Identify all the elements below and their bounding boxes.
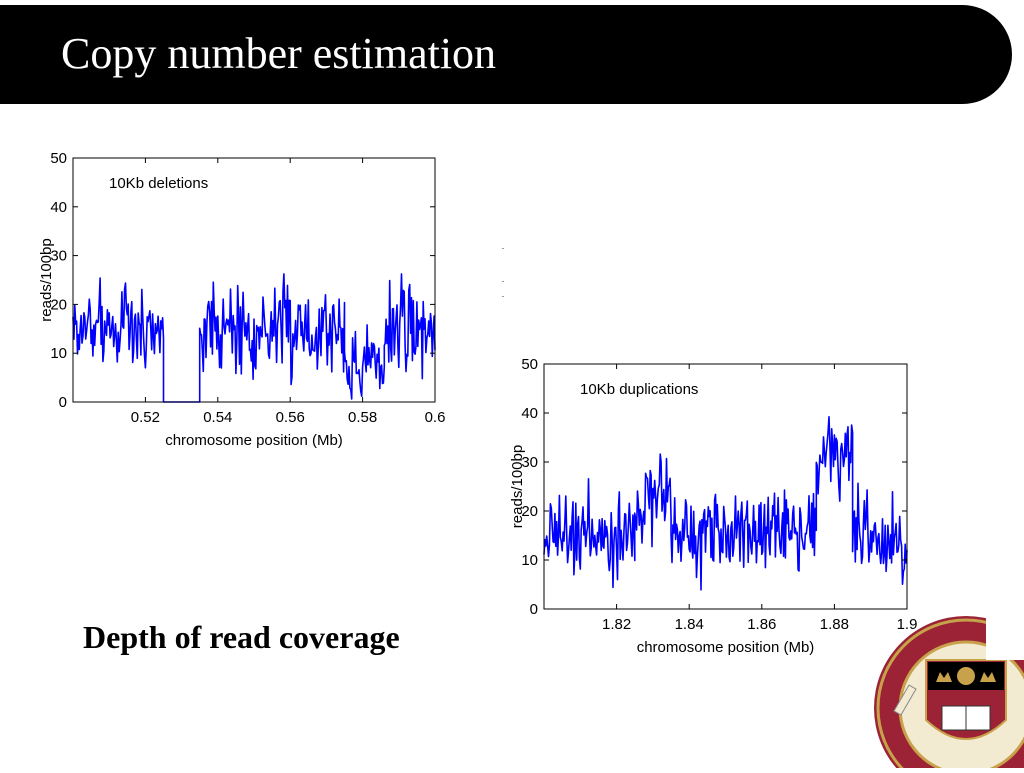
chart-svg: 0 10 20 30 40 50 0.52 0.54 0.56 0.58 0.6 chromosome… <box>38 150 446 449</box>
chart-annotation: 10Kb deletions <box>109 175 208 192</box>
series-line <box>72 273 436 403</box>
series-line <box>543 416 908 591</box>
slide-title: Copy number estimation <box>61 29 497 78</box>
y-tick-label: 30 <box>50 248 67 265</box>
y-tick-label: 20 <box>521 503 538 520</box>
x-tick-label: 1.86 <box>747 616 776 633</box>
y-tick-label: 40 <box>50 199 67 216</box>
duplications-chart: 0 10 20 30 40 50 1.82 1.84 1.86 1.88 1.9 chromosome… <box>484 354 927 669</box>
y-axis-label: reads/100bp <box>509 445 526 528</box>
y-tick-label: 20 <box>50 296 67 313</box>
x-tick-label: 0.52 <box>131 409 160 426</box>
x-axis-label: chromosome position (Mb) <box>637 639 815 656</box>
y-tick-label: 0 <box>59 394 67 411</box>
stray-mark <box>502 296 504 297</box>
stray-mark <box>502 248 504 249</box>
y-tick-label: 30 <box>521 454 538 471</box>
x-tick-label: 1.9 <box>897 616 918 633</box>
title-bar <box>0 5 1012 104</box>
caption: Depth of read coverage <box>83 619 400 655</box>
x-tick-label: 0.58 <box>348 409 377 426</box>
x-tick-label: 0.6 <box>425 409 446 426</box>
chart-annotation: 10Kb duplications <box>580 381 698 398</box>
deletions-chart: 0 10 20 30 40 50 0.52 0.54 0.56 0.58 0.6 chromosome… <box>13 148 455 462</box>
y-tick-label: 10 <box>50 345 67 362</box>
plot-frame <box>543 363 908 610</box>
x-tick-label: 1.88 <box>820 616 849 633</box>
x-tick-label: 1.84 <box>675 616 704 633</box>
chart-svg: 0 10 20 30 40 50 1.82 1.84 1.86 1.88 1.9 chromosome… <box>509 356 918 656</box>
y-tick-label: 50 <box>50 150 67 167</box>
y-tick-label: 40 <box>521 405 538 422</box>
plot-frame <box>72 157 436 403</box>
y-axis-label: reads/100bp <box>38 238 55 321</box>
y-tick-label: 50 <box>521 356 538 373</box>
x-tick-label: 1.82 <box>602 616 631 633</box>
university-seal-icon <box>866 608 1024 773</box>
x-tick-label: 0.56 <box>276 409 305 426</box>
y-tick-label: 0 <box>530 601 538 618</box>
stray-mark <box>502 281 504 282</box>
x-tick-label: 0.54 <box>203 409 232 426</box>
x-axis-label: chromosome position (Mb) <box>165 432 343 449</box>
y-tick-label: 10 <box>521 552 538 569</box>
